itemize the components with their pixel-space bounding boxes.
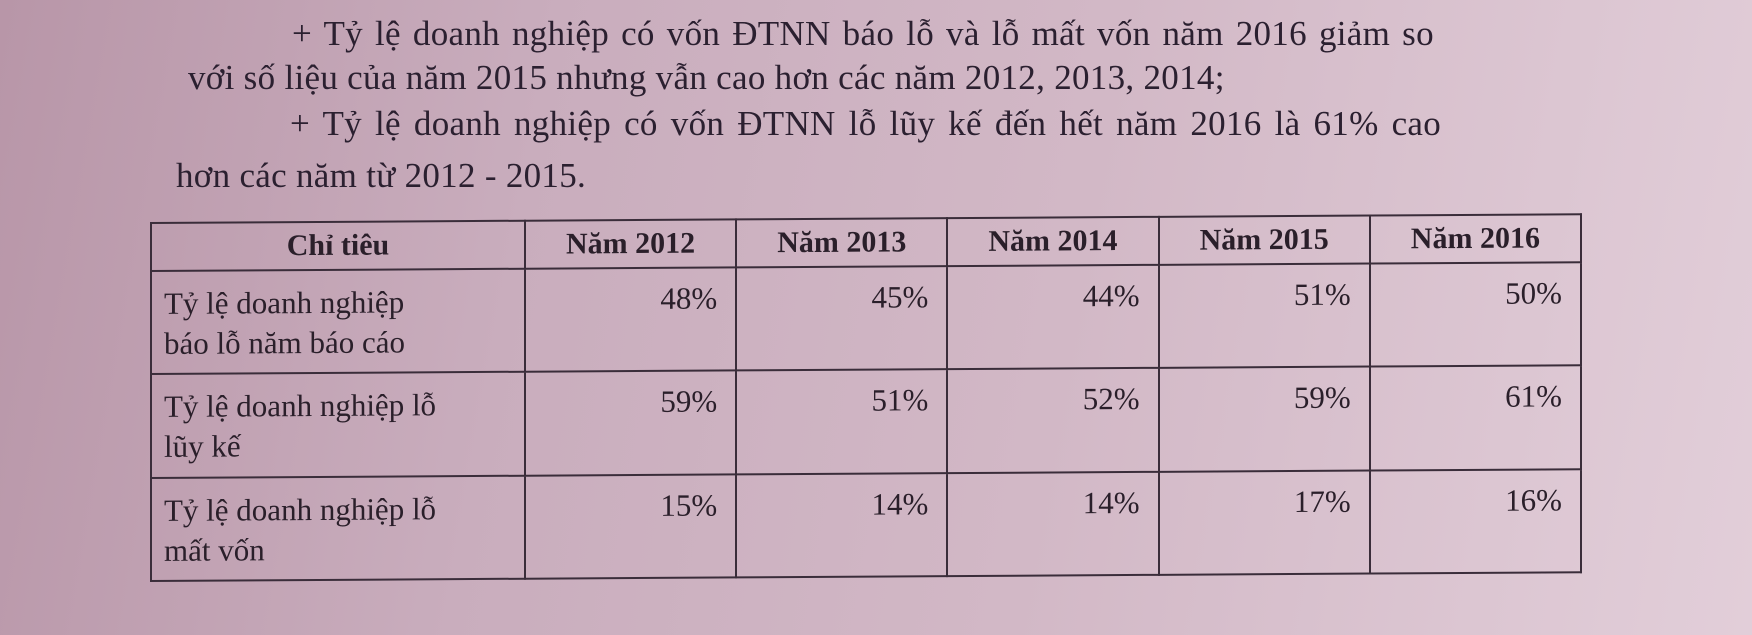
cell-value: 17% — [1158, 470, 1370, 575]
statistics-table: Chỉ tiêu Năm 2012 Năm 2013 Năm 2014 Năm … — [150, 213, 1582, 582]
row-label: Tỷ lệ doanh nghiệp báo lỗ năm báo cáo — [151, 268, 525, 375]
header-cell-indicator: Chỉ tiêu — [151, 220, 525, 271]
row-label-line-1: Tỷ lệ doanh nghiệp lỗ — [164, 490, 437, 528]
row-label: Tỷ lệ doanh nghiệp lỗ mất vốn — [151, 475, 525, 581]
row-label-line-2: báo lỗ năm báo cáo — [164, 324, 406, 361]
cell-value: 48% — [525, 267, 737, 373]
table-header-row: Chỉ tiêu Năm 2012 Năm 2013 Năm 2014 Năm … — [151, 214, 1581, 271]
row-label-line-2: mất vốn — [164, 531, 265, 568]
cell-value: 50% — [1369, 262, 1581, 367]
header-cell-2016: Năm 2016 — [1369, 214, 1581, 264]
header-cell-2014: Năm 2014 — [947, 216, 1159, 267]
table-row: Tỷ lệ doanh nghiệp lỗ lũy kế 59% 51% 52%… — [151, 365, 1581, 478]
cell-value: 52% — [947, 368, 1159, 473]
row-label-line-1: Tỷ lệ doanh nghiệp lỗ — [164, 387, 437, 425]
header-cell-2015: Năm 2015 — [1158, 215, 1370, 265]
cell-value: 14% — [736, 472, 948, 578]
cell-value: 15% — [525, 474, 737, 579]
table-row: Tỷ lệ doanh nghiệp lỗ mất vốn 15% 14% 14… — [151, 468, 1581, 581]
cell-value: 59% — [525, 370, 737, 476]
cell-value: 51% — [736, 369, 948, 475]
row-label-line-1: Tỷ lệ doanh nghiệp — [164, 284, 405, 321]
header-cell-2012: Năm 2012 — [525, 219, 737, 269]
paragraph-1-line-2: với số liệu của năm 2015 nhưng vẫn cao h… — [188, 58, 1225, 97]
row-label: Tỷ lệ doanh nghiệp lỗ lũy kế — [151, 372, 525, 478]
cell-value: 14% — [947, 471, 1159, 577]
table-row: Tỷ lệ doanh nghiệp báo lỗ năm báo cáo 48… — [151, 262, 1581, 375]
paragraph-1-line-1: + Tỷ lệ doanh nghiệp có vốn ĐTNN báo lỗ … — [292, 14, 1434, 53]
paragraph-2-line-2: hơn các năm từ 2012 - 2015. — [176, 156, 587, 195]
paragraph-2-line-1: + Tỷ lệ doanh nghiệp có vốn ĐTNN lỗ lũy … — [290, 104, 1442, 143]
row-label-line-2: lũy kế — [164, 428, 241, 465]
cell-value: 16% — [1369, 468, 1581, 574]
cell-value: 61% — [1369, 365, 1581, 471]
cell-value: 44% — [947, 264, 1159, 370]
cell-value: 45% — [736, 266, 948, 371]
cell-value: 51% — [1158, 263, 1370, 369]
cell-value: 59% — [1158, 366, 1370, 472]
header-cell-2013: Năm 2013 — [736, 218, 948, 268]
